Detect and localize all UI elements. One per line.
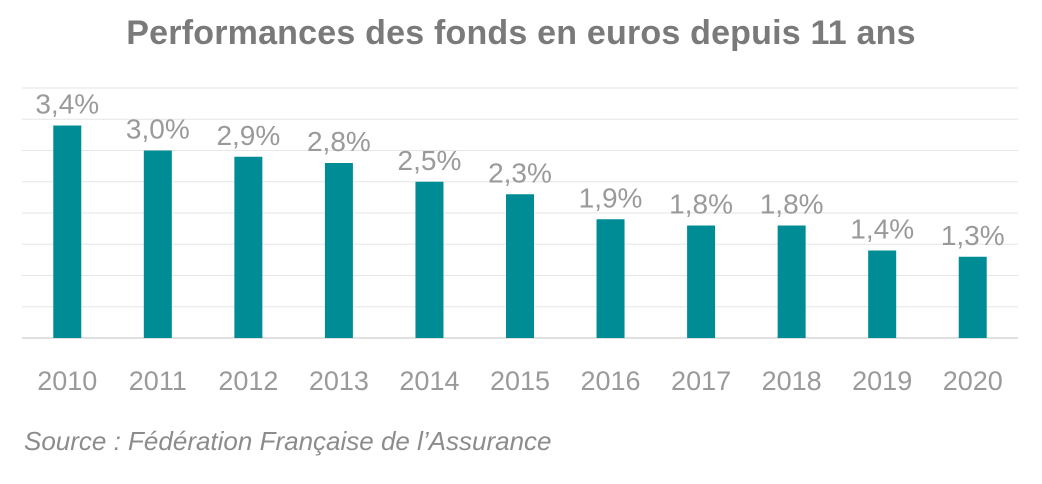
data-label-2012: 2,9% xyxy=(216,120,280,151)
chart-title: Performances des fonds en euros depuis 1… xyxy=(126,14,916,52)
data-label-2013: 2,8% xyxy=(307,126,371,157)
data-label-2016: 1,9% xyxy=(579,182,643,213)
data-label-2019: 1,4% xyxy=(850,214,914,245)
bar-2010 xyxy=(53,125,82,338)
bar-2011 xyxy=(143,150,172,338)
x-tick-label: 2011 xyxy=(129,366,187,396)
x-tick-label: 2016 xyxy=(581,366,641,396)
x-tick-label: 2010 xyxy=(37,366,97,396)
x-tick-label: 2019 xyxy=(852,366,912,396)
bars xyxy=(53,125,987,338)
data-labels: 3,4% 3,0% 2,9% 2,8% 2,5% 2,3% 1,9% 1,8% 1,8% 1,4%… xyxy=(35,89,1004,251)
bar-2014 xyxy=(415,181,444,338)
source-note: Source : Fédération Française de l’Assur… xyxy=(24,426,552,456)
bar-2012 xyxy=(234,156,263,338)
bar-2018 xyxy=(777,225,806,338)
x-tick-label: 2015 xyxy=(490,366,550,396)
x-tick-label: 2013 xyxy=(309,366,369,396)
data-label-2020: 1,3% xyxy=(941,220,1005,251)
bar-2015 xyxy=(506,194,534,338)
data-label-2010: 3,4% xyxy=(35,89,99,120)
bar-2016 xyxy=(596,219,625,338)
bar-2013 xyxy=(324,163,353,338)
bar-2019 xyxy=(868,250,897,338)
x-axis-ticks: 2010 2011 2012 2013 2014 2015 2016 2017 2018 2019… xyxy=(37,366,1003,396)
bar-2020 xyxy=(958,256,987,338)
x-tick-label: 2020 xyxy=(943,366,1003,396)
data-label-2018: 1,8% xyxy=(760,189,824,220)
data-label-2017: 1,8% xyxy=(669,189,733,220)
x-tick-label: 2014 xyxy=(399,366,459,396)
x-tick-label: 2017 xyxy=(671,366,731,396)
data-label-2015: 2,3% xyxy=(488,157,552,188)
bar-2017 xyxy=(687,225,716,338)
x-tick-label: 2012 xyxy=(218,366,278,396)
x-tick-label: 2018 xyxy=(762,366,822,396)
data-label-2011: 3,0% xyxy=(126,114,190,145)
data-label-2014: 2,5% xyxy=(398,145,462,176)
